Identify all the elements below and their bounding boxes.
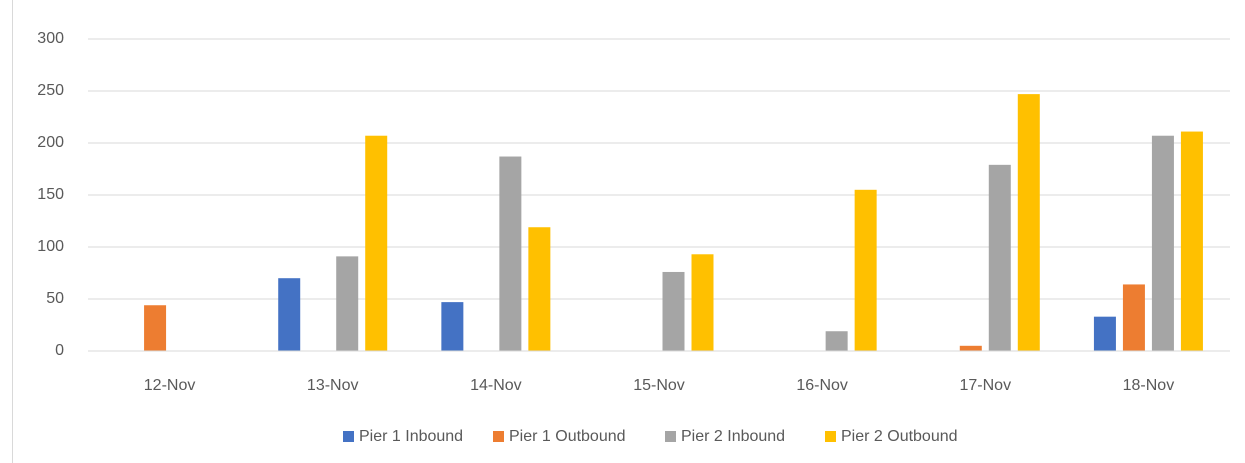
legend-swatch [343, 431, 354, 442]
legend-label: Pier 2 Outbound [841, 428, 958, 445]
x-tick-label: 17-Nov [959, 377, 1011, 394]
x-tick-label: 14-Nov [470, 377, 522, 394]
x-tick-label: 13-Nov [307, 377, 359, 394]
bar [988, 164, 1011, 351]
legend-swatch [665, 431, 676, 442]
bar [691, 254, 714, 351]
bar [1151, 135, 1174, 351]
bar [365, 135, 388, 351]
bar [959, 345, 982, 351]
bar [1093, 316, 1116, 351]
y-tick-label: 300 [37, 30, 64, 47]
y-tick-label: 200 [37, 134, 64, 151]
y-tick-label: 50 [46, 290, 64, 307]
bar [499, 156, 522, 351]
bar [278, 278, 301, 351]
bar [144, 305, 167, 351]
chart-frame [12, 0, 13, 463]
legend-swatch [825, 431, 836, 442]
y-tick-label: 0 [55, 342, 64, 359]
bar [528, 227, 551, 351]
y-tick-label: 100 [37, 238, 64, 255]
bar [1180, 131, 1203, 351]
bar [1017, 94, 1040, 352]
legend-label: Pier 1 Outbound [509, 428, 626, 445]
x-tick-label: 15-Nov [633, 377, 685, 394]
legend-swatch [493, 431, 504, 442]
legend-label: Pier 1 Inbound [359, 428, 463, 445]
x-tick-label: 16-Nov [796, 377, 848, 394]
bar [825, 331, 848, 351]
y-tick-label: 150 [37, 186, 64, 203]
bar [1122, 284, 1145, 351]
bar [336, 256, 359, 351]
bar [662, 271, 685, 351]
x-tick-label: 18-Nov [1123, 377, 1175, 394]
y-tick-label: 250 [37, 82, 64, 99]
legend-label: Pier 2 Inbound [681, 428, 785, 445]
x-tick-label: 12-Nov [144, 377, 196, 394]
bar [854, 189, 877, 351]
bar [441, 302, 464, 351]
